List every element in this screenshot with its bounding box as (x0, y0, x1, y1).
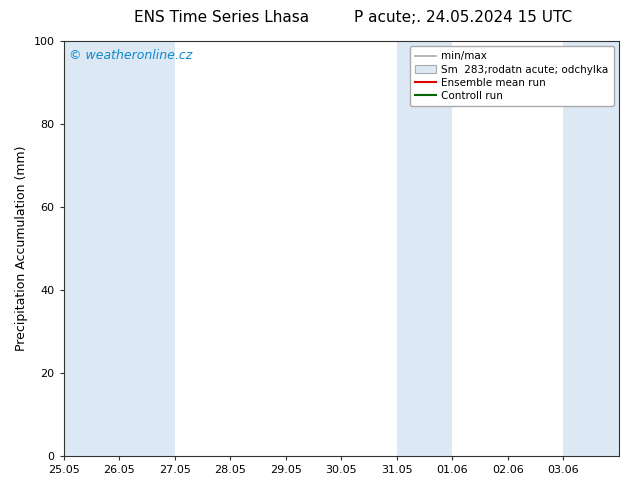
Text: P acute;. 24.05.2024 15 UTC: P acute;. 24.05.2024 15 UTC (354, 10, 572, 25)
Legend: min/max, Sm  283;rodatn acute; odchylka, Ensemble mean run, Controll run: min/max, Sm 283;rodatn acute; odchylka, … (410, 46, 614, 106)
Text: © weatheronline.cz: © weatheronline.cz (69, 49, 192, 62)
Y-axis label: Precipitation Accumulation (mm): Precipitation Accumulation (mm) (15, 146, 28, 351)
Bar (397, 41, 453, 456)
Bar (119, 41, 174, 456)
Text: ENS Time Series Lhasa: ENS Time Series Lhasa (134, 10, 309, 25)
Bar (564, 41, 619, 456)
Bar (63, 41, 119, 456)
